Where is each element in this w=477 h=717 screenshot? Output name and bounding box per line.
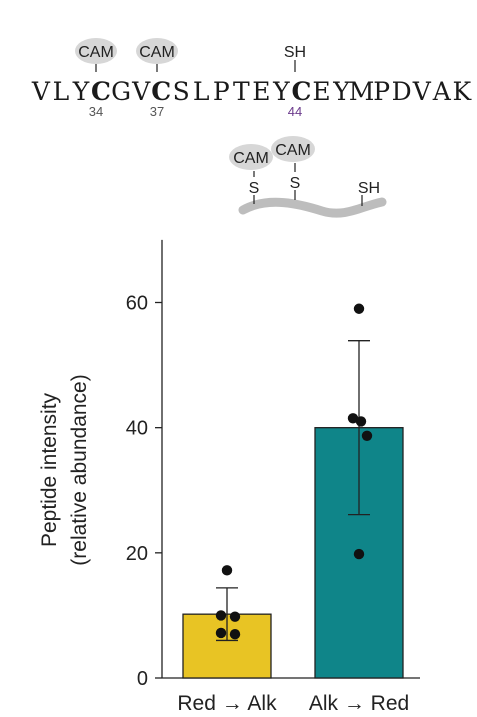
residue-letter: T xyxy=(233,77,250,106)
data-point xyxy=(353,303,365,314)
cam-tag-label: CAM xyxy=(139,44,175,61)
cam-tag-label: CAM xyxy=(78,44,114,61)
cam-tag-ellipse xyxy=(136,38,178,64)
sulfur-label: S xyxy=(290,175,301,192)
y-tick-label: 20 xyxy=(126,543,148,565)
y-tick-label: 0 xyxy=(137,668,148,690)
residue-letter: K xyxy=(452,77,472,106)
sulfur-label: S xyxy=(249,180,260,197)
residue-letter: P xyxy=(373,77,390,106)
residue-letter: V xyxy=(131,77,151,106)
cam-tag-ellipse xyxy=(75,38,117,64)
cam-tag-label: CAM xyxy=(233,150,269,167)
y-axis-label-line2: (relative abundance) xyxy=(68,374,91,565)
peptide-schematic: CAM CAM S S SH xyxy=(229,136,387,218)
residue-letter: Y xyxy=(272,77,290,106)
cam-tag-ellipse xyxy=(229,144,273,170)
thiol-label: SH xyxy=(284,44,306,61)
data-point xyxy=(215,610,227,621)
residue-letter: C xyxy=(151,77,171,106)
residue-letter: A xyxy=(432,77,452,106)
residue-letter: G xyxy=(111,77,131,106)
residue-letter: C xyxy=(292,77,312,106)
residue-letter: Y xyxy=(332,77,350,106)
data-point xyxy=(215,627,227,639)
y-tick-label: 40 xyxy=(126,418,148,440)
cam-tag-ellipse xyxy=(271,136,315,162)
data-point xyxy=(361,430,373,442)
residue-letter: Y xyxy=(72,77,90,106)
y-tick-label: 60 xyxy=(126,293,148,315)
residue-letter: V xyxy=(412,77,432,106)
residue-letter: L xyxy=(53,77,70,106)
residue-letter: M xyxy=(349,77,375,106)
residue-letter: E xyxy=(252,77,271,106)
cam-tag-label: CAM xyxy=(275,142,311,159)
residue-letter: V xyxy=(31,77,51,106)
bar-chart: 0 20 40 60 Peptide intensity (relative abunda… xyxy=(38,239,420,715)
data-point xyxy=(355,416,367,427)
residue-letter: L xyxy=(193,77,210,106)
residue-letter: D xyxy=(392,77,412,106)
x-tick-label: Red → Alk xyxy=(177,692,277,715)
residue-letter: E xyxy=(312,77,331,106)
data-point xyxy=(353,548,365,560)
residue-letter: P xyxy=(213,77,230,106)
residue-position-label: 37 xyxy=(150,104,164,119)
residue-position-label: 34 xyxy=(89,104,103,119)
residue-letter: C xyxy=(91,77,111,106)
data-point xyxy=(229,611,241,622)
residue-letter: S xyxy=(173,77,190,106)
thiol-label: SH xyxy=(358,180,380,197)
data-point xyxy=(221,565,233,576)
x-tick-label: Alk → Red xyxy=(309,692,409,715)
peptide-backbone-shape xyxy=(238,197,387,218)
data-point xyxy=(229,628,241,640)
y-axis-label: Peptide intensity xyxy=(38,392,61,547)
data-point xyxy=(347,413,359,424)
residue-position-label: 44 xyxy=(288,104,302,119)
